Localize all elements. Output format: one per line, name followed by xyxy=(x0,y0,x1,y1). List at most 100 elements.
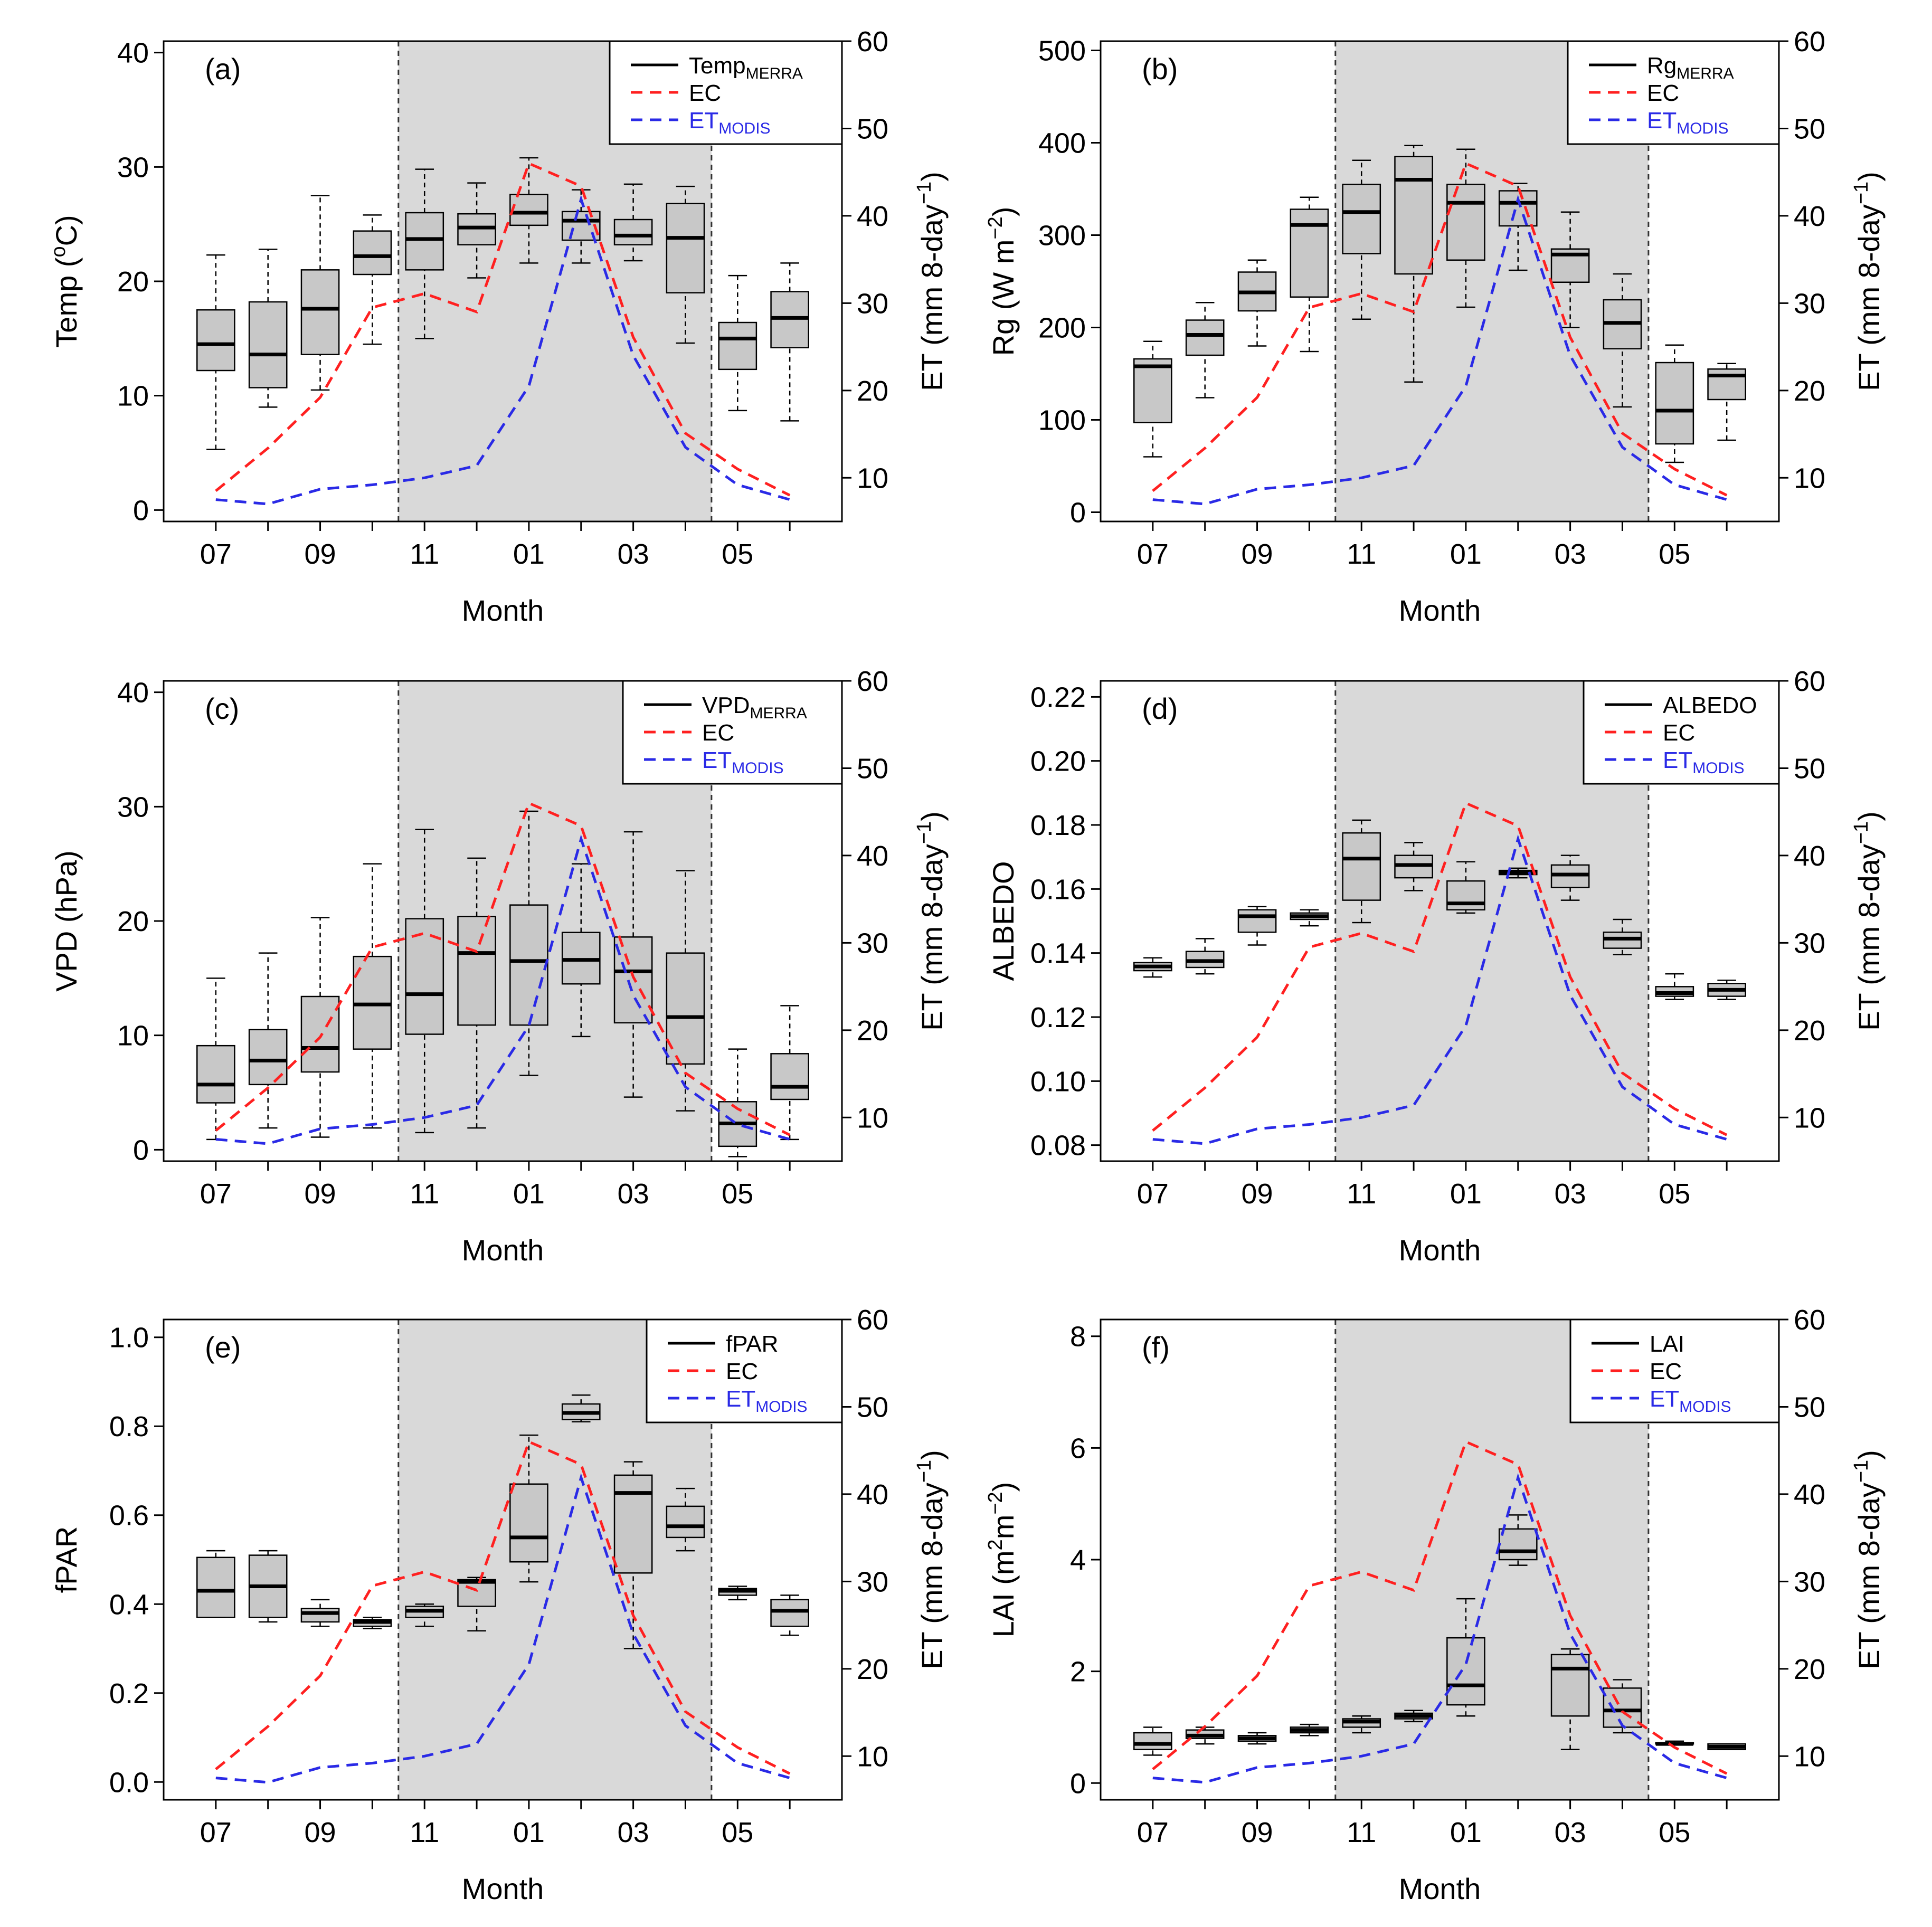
box-iqr xyxy=(613,936,653,1024)
boxplot-04 xyxy=(1603,1679,1642,1734)
right-tick-label: 10 xyxy=(857,1102,888,1134)
x-tick-label: 01 xyxy=(513,538,545,570)
et-modis-series-line xyxy=(1152,834,1727,1145)
boxplot-10 xyxy=(1290,1723,1329,1736)
x-tick-label: 09 xyxy=(304,1178,336,1210)
left-tick-label: 0.08 xyxy=(1030,1130,1086,1162)
box-iqr xyxy=(509,904,548,1026)
boxplot-11 xyxy=(1342,819,1381,924)
box-iqr xyxy=(1446,184,1485,261)
boxplot-12 xyxy=(457,1577,496,1632)
right-tick-label: 40 xyxy=(1794,1479,1825,1511)
legend-label-ec: EC xyxy=(1650,1359,1682,1384)
x-tick-label: 01 xyxy=(513,1178,545,1210)
x-tick-label: 03 xyxy=(618,1817,649,1848)
boxplot-09 xyxy=(300,917,340,1138)
x-tick-label: 03 xyxy=(1555,1178,1586,1210)
boxplot-05 xyxy=(1655,973,1694,1000)
panel-e: 0.0 0.2 0.4 0.6 0.8 1.0 10 20 30 40 50 60 07 09 11 01 03… xyxy=(50,1304,949,1905)
box-iqr xyxy=(666,1505,705,1539)
box-iqr xyxy=(1133,1732,1172,1751)
right-tick-label: 60 xyxy=(857,26,888,58)
boxplot-10 xyxy=(1290,909,1329,927)
boxplot-05 xyxy=(718,1586,757,1601)
boxplot-10 xyxy=(353,863,392,1129)
right-tick-label: 10 xyxy=(1794,1102,1825,1134)
right-tick-label: 40 xyxy=(857,1479,888,1511)
left-tick-label: 0 xyxy=(133,1134,149,1166)
boxplot-05 xyxy=(718,274,757,412)
ec-series-line xyxy=(215,1440,791,1775)
boxplot-02 xyxy=(1498,1514,1538,1566)
right-tick-label: 40 xyxy=(857,840,888,872)
right-tick-label: 30 xyxy=(1794,927,1825,959)
left-tick-label: 20 xyxy=(117,266,149,298)
x-tick-label: 03 xyxy=(1555,538,1586,570)
panel-label: (c) xyxy=(205,692,239,725)
boxplot-07 xyxy=(196,977,235,1141)
boxplot-10 xyxy=(1290,196,1329,353)
boxplot-12 xyxy=(1394,842,1433,891)
left-axis-label: Rg (W m−2) xyxy=(984,207,1020,356)
boxplot-07 xyxy=(1133,957,1172,978)
right-axis-label: ET (mm 8-day−1) xyxy=(913,1450,949,1669)
right-axis-label: ET (mm 8-day−1) xyxy=(1850,172,1886,391)
legend-box xyxy=(622,680,843,785)
ec-series-line xyxy=(1152,801,1728,1136)
box-iqr xyxy=(248,301,288,388)
left-tick-label: 8 xyxy=(1070,1321,1086,1353)
x-tick-label: 09 xyxy=(1241,1178,1273,1210)
boxplot-06 xyxy=(1707,979,1746,1000)
boxplot-03 xyxy=(1550,1648,1590,1751)
box-iqr xyxy=(196,1556,235,1618)
x-tick-label: 03 xyxy=(1555,1817,1586,1848)
left-tick-label: 0.18 xyxy=(1030,810,1086,841)
ec-series-line xyxy=(215,801,791,1136)
boxplot-06 xyxy=(1707,363,1746,441)
boxplot-10 xyxy=(353,214,392,345)
boxplot-03 xyxy=(1550,855,1590,901)
x-tick-label: 05 xyxy=(722,1817,753,1848)
box-iqr xyxy=(1603,1687,1642,1728)
box-iqr xyxy=(718,321,757,371)
right-tick-label: 50 xyxy=(857,113,888,145)
x-axis-label: Month xyxy=(462,594,544,627)
left-tick-label: 30 xyxy=(117,151,149,183)
right-tick-label: 10 xyxy=(857,462,888,494)
left-axis-label: fPAR xyxy=(50,1526,83,1593)
boxplot-01 xyxy=(509,157,548,264)
box-iqr xyxy=(353,230,392,276)
boxplot-02 xyxy=(561,1394,601,1423)
right-tick-label: 60 xyxy=(857,1304,888,1336)
legend-label-variable: VPDMERRA xyxy=(702,692,807,722)
left-tick-label: 2 xyxy=(1070,1656,1086,1688)
plot-frame xyxy=(163,1318,843,1801)
x-tick-label: 01 xyxy=(1450,1817,1482,1848)
legend-label-ec: EC xyxy=(689,80,721,106)
boxplot-11 xyxy=(1342,1715,1381,1734)
boxplot-06 xyxy=(1707,1743,1746,1751)
boxplot-07 xyxy=(1133,1726,1172,1756)
right-tick-label: 20 xyxy=(1794,375,1825,407)
boxplot-02 xyxy=(1498,867,1538,879)
x-tick-label: 09 xyxy=(1241,1817,1273,1848)
left-tick-label: 0.4 xyxy=(109,1589,149,1620)
right-tick-label: 40 xyxy=(1794,201,1825,232)
x-tick-label: 03 xyxy=(618,538,649,570)
boxplot-03 xyxy=(613,831,653,1098)
box-iqr xyxy=(1707,368,1746,401)
box-iqr xyxy=(1133,358,1172,423)
boxplot-11 xyxy=(405,168,444,339)
x-tick-label: 09 xyxy=(304,1817,336,1848)
right-tick-label: 20 xyxy=(1794,1015,1825,1047)
left-tick-label: 0.20 xyxy=(1030,746,1086,777)
legend-label-modis: ETMODIS xyxy=(1650,1386,1731,1416)
boxplot-01 xyxy=(1446,861,1485,914)
et-modis-series-line xyxy=(215,834,790,1145)
boxplot-04 xyxy=(666,185,705,344)
x-axis-label: Month xyxy=(462,1872,544,1905)
legend-box xyxy=(609,40,843,145)
x-tick-label: 09 xyxy=(1241,538,1273,570)
